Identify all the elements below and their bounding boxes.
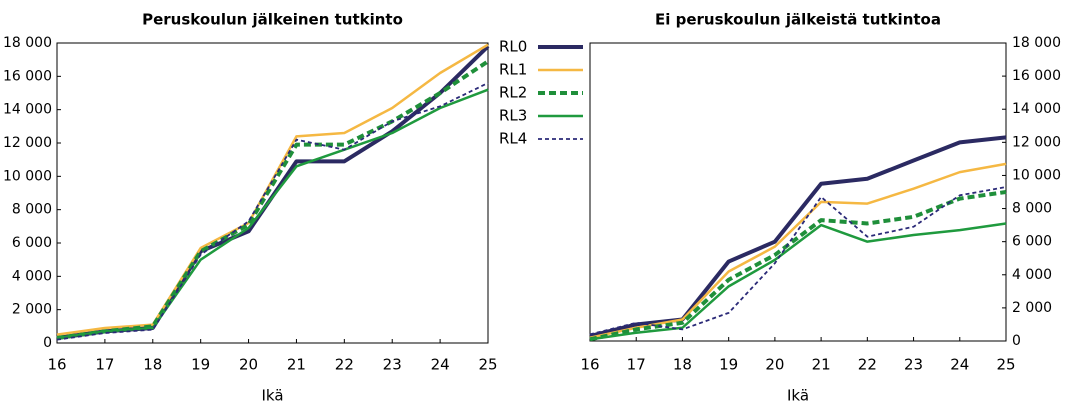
x-tick-label: 24 [950,356,969,374]
series-line [56,43,489,336]
x-axis-label: Ikä [261,387,283,405]
y-tick-label: 6 000 [1012,234,1052,250]
y-tick-label: 14 000 [1012,101,1061,117]
y-tick-label: 8 000 [1012,201,1052,217]
y-tick-label: 12 000 [3,135,52,151]
x-tick-label: 19 [719,356,738,374]
legend-label: RL3 [499,107,527,125]
x-tick-label: 23 [383,356,402,374]
y-tick-label: 18 000 [3,35,52,51]
x-tick-label: 16 [47,356,66,374]
x-tick-label: 25 [478,356,497,374]
x-tick-label: 21 [812,356,831,374]
legend-label: RL4 [499,130,527,148]
y-tick-label: 2 000 [1012,300,1052,316]
y-tick-label: 4 000 [1012,267,1052,283]
y-tick-label: 6 000 [12,235,52,251]
chart-title: Peruskoulun jälkeinen tutkinto [142,11,403,29]
series-line [589,162,1007,339]
y-tick-label: 18 000 [1012,35,1061,51]
x-tick-label: 17 [627,356,646,374]
x-tick-label: 19 [191,356,210,374]
plot-frame [56,42,489,344]
x-tick-label: 22 [335,356,354,374]
y-tick-label: 8 000 [12,202,52,218]
x-tick-label: 22 [858,356,877,374]
x-tick-label: 16 [580,356,599,374]
x-tick-label: 23 [904,356,923,374]
x-tick-label: 20 [765,356,784,374]
series-line [56,88,489,340]
x-tick-label: 18 [673,356,692,374]
x-tick-label: 17 [95,356,114,374]
y-tick-label: 12 000 [1012,134,1061,150]
legend-label: RL2 [499,84,527,102]
y-tick-label: 10 000 [3,168,52,184]
legend-label: RL0 [499,38,527,56]
legend-label: RL1 [499,61,527,79]
y-tick-label: 0 [43,335,52,351]
series-line [56,44,490,340]
x-tick-label: 20 [239,356,258,374]
series-line [56,82,489,341]
x-tick-label: 18 [143,356,162,374]
x-axis-label: Ikä [787,387,809,405]
y-tick-label: 16 000 [3,68,52,84]
y-tick-label: 14 000 [3,102,52,118]
plot-frame [589,42,1007,342]
x-tick-label: 21 [287,356,306,374]
chart-title: Ei peruskoulun jälkeistä tutkintoa [655,11,941,29]
y-tick-label: 10 000 [1012,167,1061,183]
y-tick-label: 2 000 [12,302,52,318]
series-line [589,222,1007,341]
y-tick-label: 4 000 [12,268,52,284]
x-tick-label: 24 [431,356,450,374]
series-line [589,186,1007,336]
x-tick-label: 25 [996,356,1015,374]
y-tick-label: 16 000 [1012,68,1061,84]
y-tick-label: 0 [1012,333,1021,349]
series-line [589,135,1007,338]
